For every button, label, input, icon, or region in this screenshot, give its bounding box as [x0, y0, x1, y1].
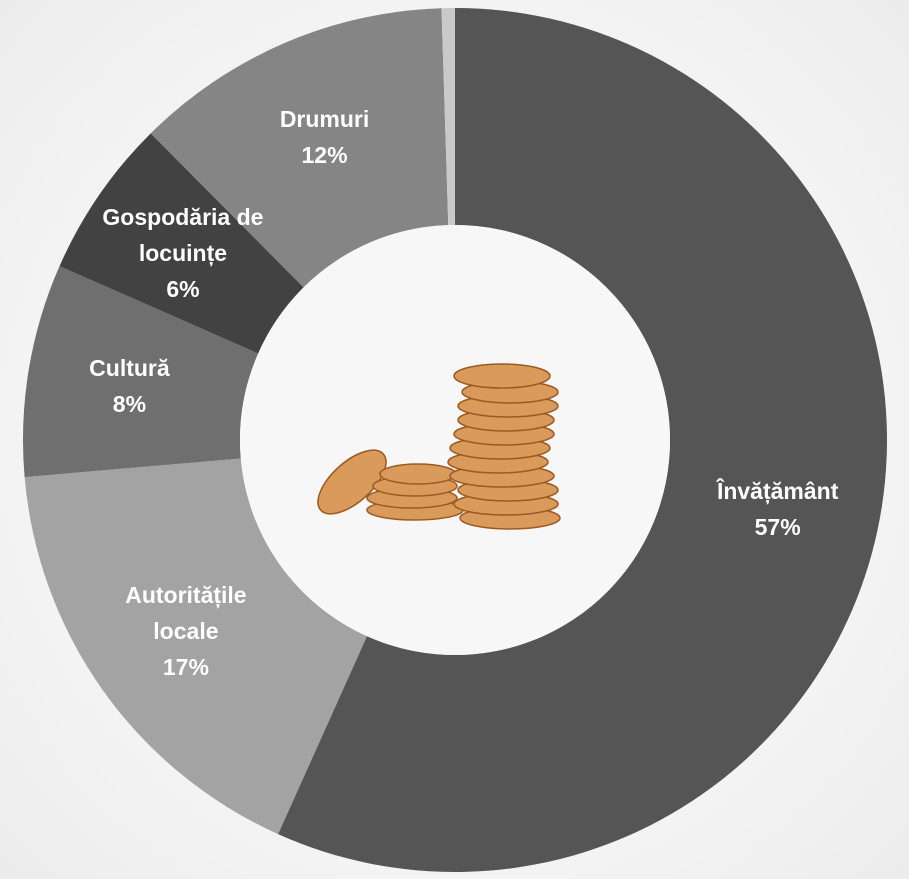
category-label: Gospodăria de locuințe [102, 204, 264, 267]
donut-slice [150, 8, 449, 288]
category-label: Drumuri [279, 105, 370, 132]
category-label: Învățământ [716, 478, 839, 505]
donut-slice [24, 458, 367, 835]
slice-label: Învățământ 57% [683, 473, 873, 545]
coins-icon [317, 363, 561, 530]
donut-slice [278, 8, 887, 872]
donut-hole [240, 225, 670, 655]
value-label: 6% [166, 276, 200, 303]
category-label: Cultură [89, 355, 170, 382]
donut-slice [59, 133, 304, 354]
slice-label: Cultură 8% [34, 350, 224, 422]
slice-label: Autoritățile locale 17% [91, 577, 281, 685]
value-label: 8% [112, 391, 147, 418]
donut-slice [22, 266, 259, 478]
category-label: Autoritățile locale [125, 582, 247, 645]
value-label: 17% [162, 654, 209, 681]
donut-slice [441, 8, 455, 226]
slice-label: Drumuri 12% [230, 101, 420, 173]
slice-label: Gospodăria de locuințe 6% [88, 199, 278, 307]
value-label: 12% [301, 141, 348, 168]
value-label: 57% [754, 514, 801, 541]
